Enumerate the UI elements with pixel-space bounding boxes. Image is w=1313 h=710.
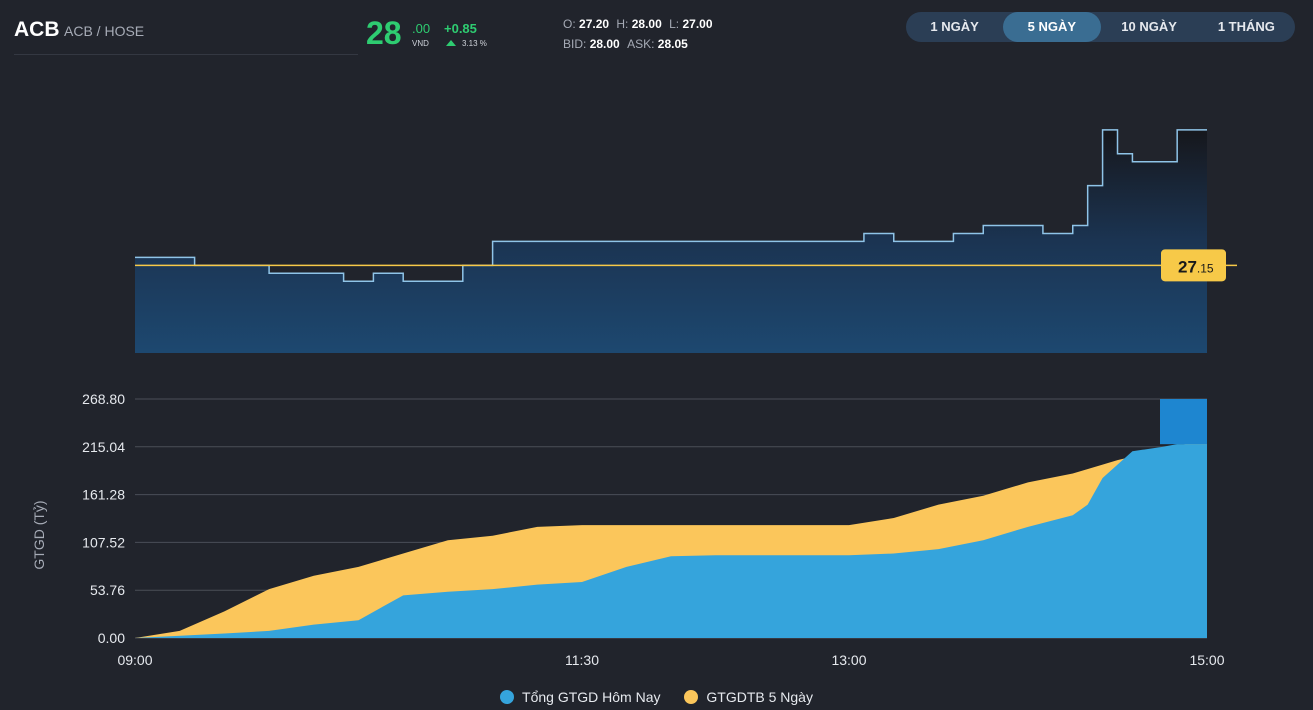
legend-item-avg[interactable]: GTGDTB 5 Ngày — [684, 689, 813, 705]
x-tick-label: 11:30 — [565, 652, 599, 668]
bid-label: BID: — [563, 37, 587, 51]
tab-1-ngay[interactable]: 1 NGÀY — [930, 19, 979, 34]
price-box: 28 .00 VND +0.85 3.13 % — [366, 14, 546, 54]
charts-canvas: 27.15 268.80 215.04 161.28 107.52 53.76 0.00 G… — [31, 129, 1237, 668]
open-value: 27.20 — [579, 17, 610, 31]
y-tick-label: 215.04 — [82, 439, 125, 455]
series-today-cap — [1160, 399, 1207, 445]
legend-label-avg: GTGDTB 5 Ngày — [706, 689, 813, 705]
high-value: 28.00 — [631, 17, 662, 31]
y-axis-label: GTGD (Tỷ) — [31, 500, 47, 569]
reference-badge — [1161, 249, 1226, 282]
up-arrow-icon — [446, 40, 456, 46]
y-tick-label: 53.76 — [90, 582, 125, 598]
price-change-percent: 3.13 % — [462, 39, 487, 48]
x-tick-label: 09:00 — [117, 652, 152, 668]
y-tick-label: 161.28 — [82, 487, 125, 503]
high-label: H: — [616, 17, 629, 31]
reference-label: 27.15 — [1178, 257, 1214, 276]
legend-dot-avg — [684, 690, 699, 704]
price-change: +0.85 — [444, 21, 477, 36]
x-tick-label: 13:00 — [831, 652, 866, 668]
legend-item-today[interactable]: Tổng GTGD Hôm Nay — [500, 689, 661, 705]
legend-dot-today — [500, 690, 515, 704]
range-tabs: 1 NGÀY 5 NGÀY 10 NGÀY 1 THÁNG — [906, 12, 1295, 42]
ask-label: ASK: — [627, 37, 655, 51]
ask-value: 28.05 — [657, 37, 688, 51]
price-line — [135, 129, 1207, 283]
legend-label-today: Tổng GTGD Hôm Nay — [522, 689, 661, 705]
ticker-box: ACB ACB / HOSE — [14, 14, 358, 55]
x-tick-label: 15:00 — [1189, 652, 1224, 668]
ohlc-box: O: 27.20 H: 28.00 L: 27.00 BID: 28.00 AS… — [563, 14, 713, 54]
tab-5-ngay[interactable]: 5 NGÀY — [1003, 12, 1101, 42]
tab-10-ngay[interactable]: 10 NGÀY — [1121, 19, 1177, 34]
price-decimal: .00 — [412, 21, 431, 36]
y-tick-label: 107.52 — [82, 534, 125, 550]
open-label: O: — [563, 17, 576, 31]
price-chart: 27.15 — [135, 129, 1237, 353]
series-today-area — [135, 444, 1207, 638]
bid-value: 28.00 — [589, 37, 620, 51]
low-label: L: — [669, 17, 680, 31]
y-tick-label: 0.00 — [98, 630, 125, 646]
exchange: ACB / HOSE — [64, 23, 145, 39]
low-value: 27.00 — [682, 17, 713, 31]
legend: Tổng GTGD Hôm Nay GTGDTB 5 Ngày — [0, 689, 1313, 705]
volume-chart: 268.80 215.04 161.28 107.52 53.76 0.00 GTGD (T… — [31, 391, 1225, 668]
y-tick-label: 268.80 — [82, 391, 125, 407]
tab-1-thang[interactable]: 1 THÁNG — [1217, 19, 1275, 34]
symbol: ACB — [14, 18, 60, 41]
currency: VND — [412, 39, 429, 48]
price-integer: 28 — [366, 15, 402, 51]
